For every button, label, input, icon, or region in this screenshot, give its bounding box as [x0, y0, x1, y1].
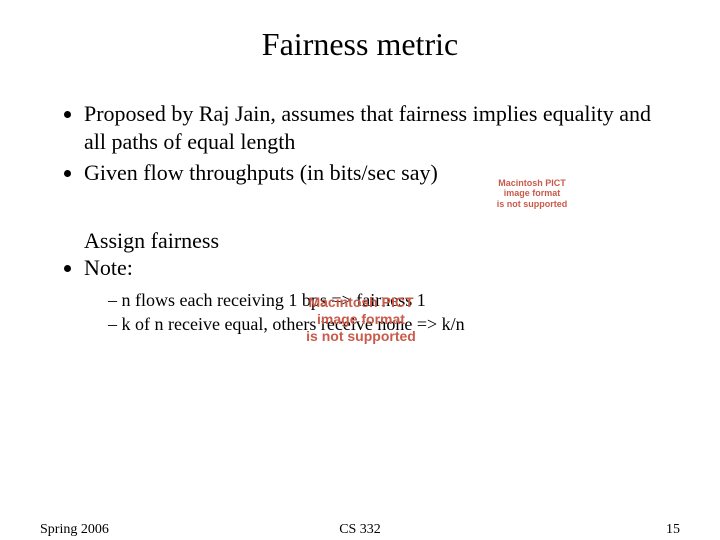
note-label: Note:	[84, 255, 133, 280]
slide: Fairness metric Proposed by Raj Jain, as…	[0, 0, 720, 540]
pict-line1b: Macintosh PICT	[308, 294, 413, 310]
footer-right: 15	[666, 522, 680, 538]
bullet-list: Proposed by Raj Jain, assumes that fairn…	[60, 100, 660, 187]
pict-line3b: is not supported	[306, 328, 416, 344]
footer-center: CS 332	[0, 522, 720, 538]
bullet-1: Proposed by Raj Jain, assumes that fairn…	[84, 100, 660, 155]
assign-text: Assign fairness	[84, 227, 660, 255]
pict-line1: Macintosh PICT	[498, 178, 566, 188]
page-title: Fairness metric	[0, 26, 720, 63]
pict-placeholder-small: Macintosh PICT image format is not suppo…	[472, 178, 592, 209]
pict-line2b: image format	[317, 311, 405, 327]
pict-line2: image format	[504, 188, 561, 198]
pict-line3: is not supported	[497, 199, 568, 209]
pict-placeholder-large: Macintosh PICT image format is not suppo…	[246, 294, 476, 344]
